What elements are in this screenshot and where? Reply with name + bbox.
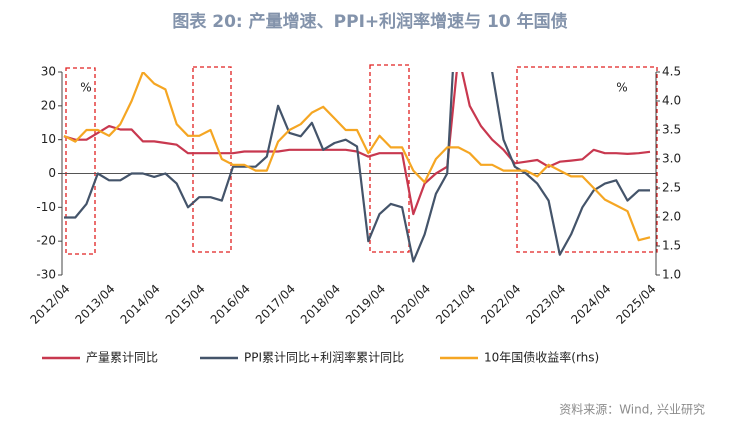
x-tick-label: 2012/04 bbox=[27, 282, 72, 327]
y2-tick-label: 1.5 bbox=[662, 239, 681, 253]
x-tick-label: 2015/04 bbox=[163, 282, 208, 327]
x-tick-label: 2024/04 bbox=[568, 282, 613, 327]
y2-tick-label: 4.0 bbox=[662, 94, 681, 108]
y2-tick-label: 3.5 bbox=[662, 123, 681, 137]
x-tick-label: 2020/04 bbox=[388, 282, 433, 327]
x-tick-label: 2025/04 bbox=[613, 282, 658, 327]
chart-title: 图表 20: 产量增速、PPI+利润率增速与 10 年国债 bbox=[172, 11, 567, 32]
y-tick-label: -30 bbox=[36, 268, 56, 282]
x-tick-label: 2017/04 bbox=[253, 282, 298, 327]
series-line bbox=[64, 72, 650, 263]
y2-tick-label: 2.0 bbox=[662, 210, 681, 224]
y2-unit: % bbox=[616, 81, 627, 95]
x-tick-label: 2019/04 bbox=[343, 282, 388, 327]
series-line bbox=[63, 72, 651, 216]
y-tick-label: -20 bbox=[36, 234, 56, 248]
highlight-box bbox=[192, 66, 232, 253]
y-tick-label: 0 bbox=[48, 166, 56, 180]
x-tick-label: 2014/04 bbox=[118, 282, 163, 327]
y-unit: % bbox=[80, 81, 91, 95]
x-tick-label: 2013/04 bbox=[73, 282, 118, 327]
y2-tick-label: 3.0 bbox=[662, 152, 681, 166]
y-tick-label: 20 bbox=[41, 98, 56, 112]
highlight-box bbox=[65, 67, 96, 255]
x-tick-label: 2023/04 bbox=[523, 282, 568, 327]
y2-tick-label: 2.5 bbox=[662, 181, 681, 195]
y2-tick-label: 1.0 bbox=[662, 268, 681, 282]
legend-label: 10年国债收益率(rhs) bbox=[484, 350, 599, 365]
x-tick-label: 2018/04 bbox=[298, 282, 343, 327]
legend-label: PPI累计同比+利润率累计同比 bbox=[244, 350, 404, 365]
x-tick-label: 2021/04 bbox=[433, 282, 478, 327]
highlight-boxes bbox=[65, 64, 658, 255]
source: 资料来源：Wind, 兴业研究 bbox=[559, 402, 705, 417]
plot-area bbox=[63, 72, 651, 263]
y2-tick-label: 4.5 bbox=[662, 65, 681, 79]
y-tick-label: -10 bbox=[36, 200, 56, 214]
legend-label: 产量累计同比 bbox=[86, 351, 158, 365]
x-tick-label: 2022/04 bbox=[478, 282, 523, 327]
series-line bbox=[63, 72, 651, 242]
x-tick-label: 2016/04 bbox=[208, 282, 253, 327]
y-tick-label: 30 bbox=[41, 65, 56, 79]
highlight-box bbox=[369, 64, 410, 253]
y-tick-label: 10 bbox=[41, 132, 56, 146]
